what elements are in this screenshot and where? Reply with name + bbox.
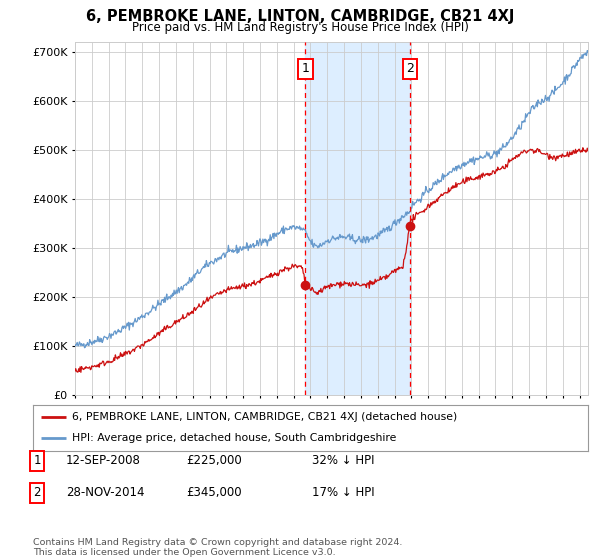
Text: Price paid vs. HM Land Registry's House Price Index (HPI): Price paid vs. HM Land Registry's House … [131,21,469,34]
Text: 1: 1 [34,454,41,468]
Text: 1: 1 [301,63,310,76]
Text: 12-SEP-2008: 12-SEP-2008 [66,454,141,468]
Text: 6, PEMBROKE LANE, LINTON, CAMBRIDGE, CB21 4XJ (detached house): 6, PEMBROKE LANE, LINTON, CAMBRIDGE, CB2… [72,412,457,422]
Text: 28-NOV-2014: 28-NOV-2014 [66,486,145,500]
Text: 2: 2 [406,63,414,76]
Text: 6, PEMBROKE LANE, LINTON, CAMBRIDGE, CB21 4XJ: 6, PEMBROKE LANE, LINTON, CAMBRIDGE, CB2… [86,9,514,24]
Text: £225,000: £225,000 [186,454,242,468]
Text: 32% ↓ HPI: 32% ↓ HPI [312,454,374,468]
Text: HPI: Average price, detached house, South Cambridgeshire: HPI: Average price, detached house, Sout… [72,433,396,444]
Text: 17% ↓ HPI: 17% ↓ HPI [312,486,374,500]
Text: £345,000: £345,000 [186,486,242,500]
Bar [305,42,410,395]
Text: 2: 2 [34,486,41,500]
Text: Contains HM Land Registry data © Crown copyright and database right 2024.
This d: Contains HM Land Registry data © Crown c… [33,538,403,557]
